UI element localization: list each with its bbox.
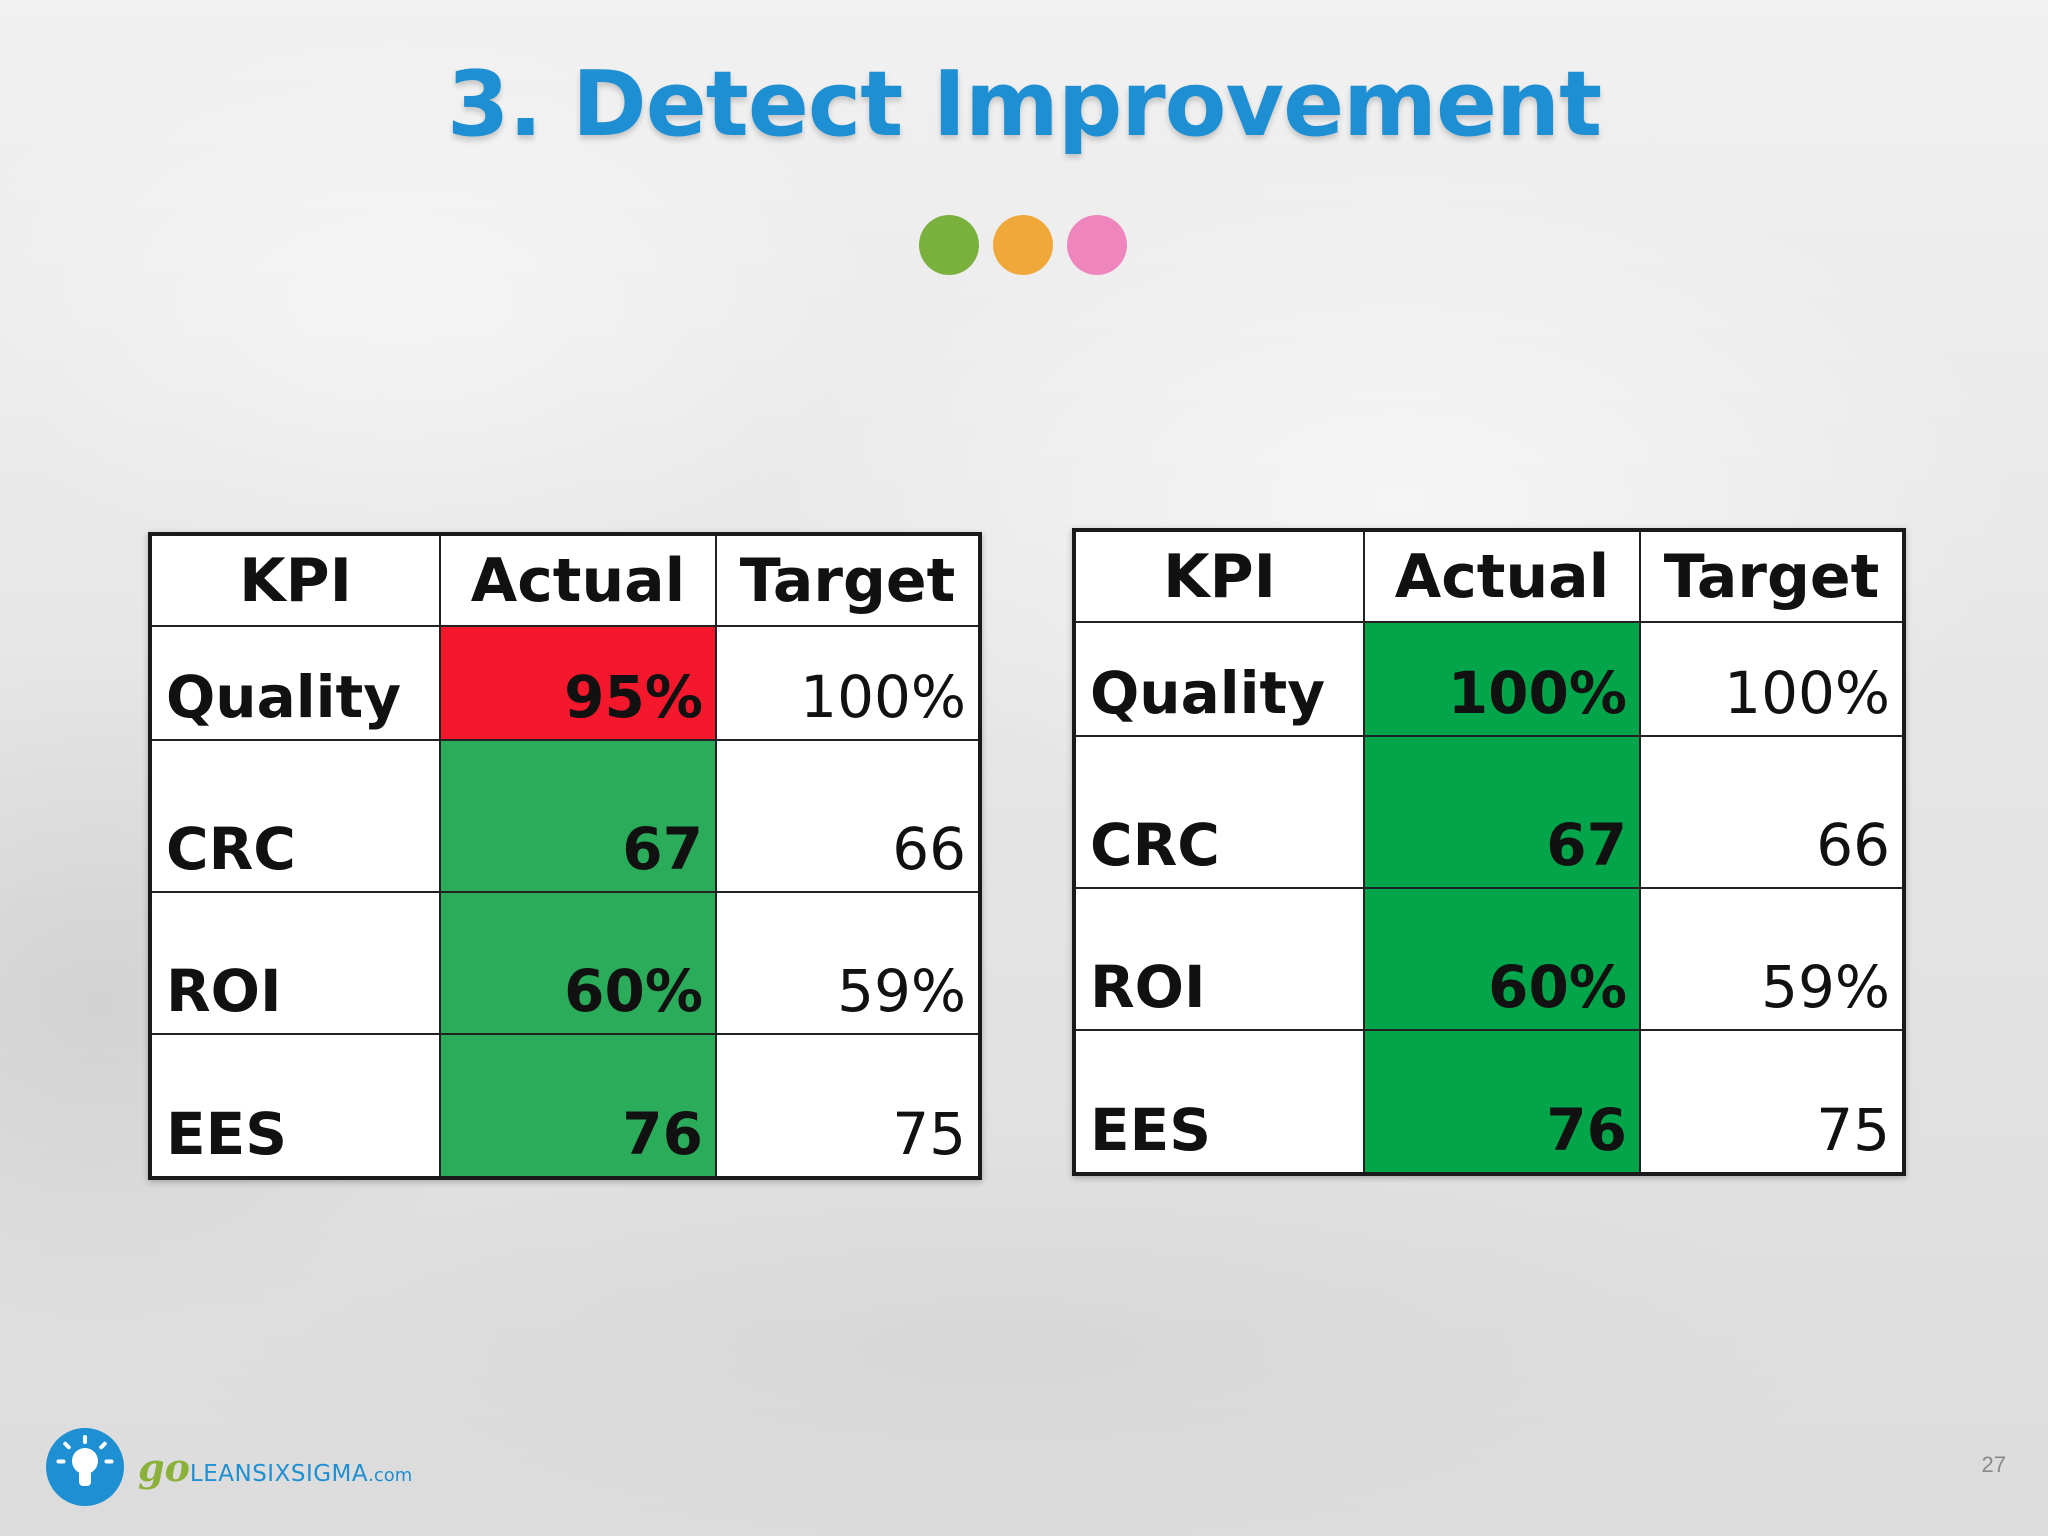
- header-kpi: KPI: [149, 533, 441, 627]
- bulb-ray: [98, 1440, 108, 1451]
- header-target: Target: [715, 533, 981, 627]
- table-row: CRC 67 66: [149, 739, 981, 893]
- actual-cell: 60%: [1363, 887, 1641, 1031]
- target-cell: 66: [1639, 735, 1905, 889]
- kpi-table-after: KPI Actual Target Quality 100% 100% CRC …: [1072, 528, 1906, 1176]
- actual-cell: 76: [439, 1033, 717, 1179]
- table-row: Quality 100% 100%: [1073, 621, 1905, 737]
- header-kpi: KPI: [1073, 529, 1365, 623]
- target-cell: 75: [715, 1033, 981, 1179]
- kpi-cell: EES: [1073, 1029, 1365, 1175]
- kpi-cell: Quality: [1073, 621, 1365, 737]
- goleansixsigma-logo[interactable]: go LEANSIXSIGMA .com: [46, 1428, 412, 1506]
- kpi-cell: Quality: [149, 625, 441, 741]
- table-row: Quality 95% 100%: [149, 625, 981, 741]
- bulb-ray: [56, 1459, 66, 1464]
- logo-name: LEANSIXSIGMA: [189, 1460, 369, 1487]
- logo-go: go: [138, 1444, 190, 1490]
- actual-cell: 60%: [439, 891, 717, 1035]
- target-cell: 100%: [1639, 621, 1905, 737]
- header-actual: Actual: [1363, 529, 1641, 623]
- bulb-ray: [62, 1440, 72, 1451]
- table-row: EES 76 75: [149, 1033, 981, 1179]
- lightbulb-icon: [46, 1428, 124, 1506]
- pink-dot: [1067, 215, 1127, 275]
- actual-cell: 67: [1363, 735, 1641, 889]
- kpi-table-before: KPI Actual Target Quality 95% 100% CRC 6…: [148, 532, 982, 1180]
- bulb-ray: [83, 1435, 87, 1444]
- bulb-glass: [72, 1448, 98, 1474]
- logo-wordmark: go LEANSIXSIGMA .com: [138, 1445, 412, 1490]
- target-cell: 66: [715, 739, 981, 893]
- header-target: Target: [1639, 529, 1905, 623]
- table-row: CRC 67 66: [1073, 735, 1905, 889]
- kpi-cell: CRC: [149, 739, 441, 893]
- kpi-cell: ROI: [1073, 887, 1365, 1031]
- green-dot: [919, 215, 979, 275]
- decorative-dots: [919, 215, 1127, 275]
- logo-domain: .com: [368, 1464, 413, 1486]
- bulb-base: [79, 1472, 91, 1486]
- target-cell: 59%: [715, 891, 981, 1035]
- target-cell: 100%: [715, 625, 981, 741]
- target-cell: 75: [1639, 1029, 1905, 1175]
- bulb-ray: [104, 1459, 114, 1464]
- actual-cell: 100%: [1363, 621, 1641, 737]
- kpi-cell: EES: [149, 1033, 441, 1179]
- actual-cell: 76: [1363, 1029, 1641, 1175]
- table-row: ROI 60% 59%: [149, 891, 981, 1035]
- header-actual: Actual: [439, 533, 717, 627]
- table-header-row: KPI Actual Target: [1073, 529, 1905, 623]
- kpi-cell: CRC: [1073, 735, 1365, 889]
- target-cell: 59%: [1639, 887, 1905, 1031]
- table-row: ROI 60% 59%: [1073, 887, 1905, 1031]
- page-number: 27: [1981, 1452, 2006, 1477]
- actual-cell: 67: [439, 739, 717, 893]
- table-header-row: KPI Actual Target: [149, 533, 981, 627]
- orange-dot: [993, 215, 1053, 275]
- kpi-cell: ROI: [149, 891, 441, 1035]
- slide-title: 3. Detect Improvement: [446, 52, 1602, 157]
- table-row: EES 76 75: [1073, 1029, 1905, 1175]
- actual-cell: 95%: [439, 625, 717, 741]
